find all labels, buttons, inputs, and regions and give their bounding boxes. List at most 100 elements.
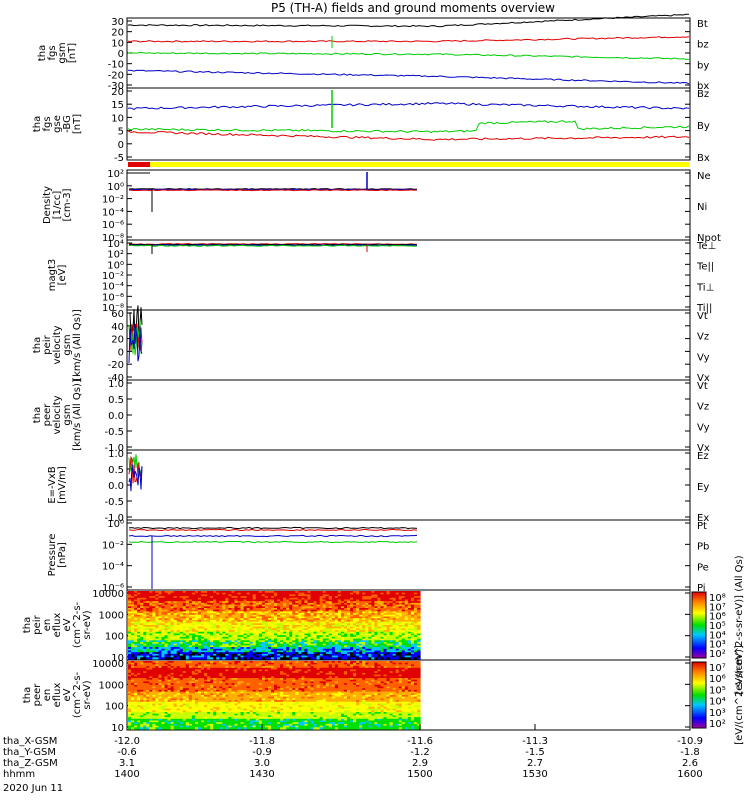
heatmap-cell — [356, 657, 360, 660]
heatmap-cell — [173, 592, 178, 595]
heatmap-cell — [301, 599, 306, 602]
heatmap-cell — [270, 631, 275, 635]
heatmap-cell — [228, 613, 233, 616]
heatmap-cell — [371, 608, 375, 611]
heatmap-cell — [340, 667, 345, 671]
heatmap-cell — [140, 635, 144, 638]
heatmap-cell — [328, 672, 333, 676]
heatmap-cell — [359, 613, 363, 616]
heatmap-cell — [347, 643, 351, 646]
heatmap-cell — [231, 628, 236, 631]
heatmap-cell — [350, 630, 354, 633]
heatmap-cell — [328, 602, 333, 606]
heatmap-cell — [137, 674, 141, 677]
heatmap-cell — [298, 666, 302, 669]
heatmap-cell — [377, 609, 382, 612]
heatmap-cell — [234, 647, 239, 650]
heatmap-cell — [307, 653, 312, 657]
heatmap-cell — [337, 628, 342, 631]
heatmap-cell — [395, 645, 400, 648]
heatmap-cell — [301, 613, 306, 616]
heatmap-cell — [143, 599, 147, 602]
heatmap-cell — [170, 669, 175, 672]
heatmap-cell — [301, 596, 306, 599]
heatmap-cell — [277, 653, 281, 657]
heatmap-cell — [292, 628, 296, 631]
heatmap-cell — [322, 596, 327, 599]
heatmap-cell — [155, 662, 160, 665]
heatmap-cell — [249, 667, 254, 671]
heatmap-cell — [170, 631, 175, 635]
heatmap-cell — [328, 674, 333, 677]
heatmap-cell — [219, 618, 223, 621]
heatmap-cell — [356, 647, 360, 650]
heatmap-cell — [380, 643, 385, 646]
heatmap-cell — [222, 599, 226, 602]
heatmap-cell — [322, 625, 327, 628]
heatmap-cell — [194, 616, 199, 619]
heatmap-cell — [316, 630, 321, 633]
y-tick-label: 10⁻² — [102, 271, 124, 282]
heatmap-cell — [325, 667, 330, 671]
heatmap-cell — [219, 631, 223, 635]
heatmap-cell — [252, 643, 257, 646]
heatmap-cell — [161, 653, 166, 657]
heatmap-cell — [307, 626, 312, 629]
heatmap-cell — [164, 618, 169, 621]
heatmap-cell — [243, 606, 248, 609]
heatmap-cell — [158, 661, 163, 664]
heatmap-cell — [380, 666, 385, 669]
heatmap-cell — [301, 662, 306, 665]
heatmap-cell — [185, 640, 190, 643]
heatmap-cell — [194, 630, 199, 633]
heatmap-cell — [304, 601, 309, 604]
heatmap-cell — [270, 594, 275, 597]
heatmap-cell — [152, 611, 156, 614]
heatmap-cell — [179, 611, 184, 614]
heatmap-cell — [343, 596, 348, 599]
heatmap-cell — [164, 650, 169, 653]
heatmap-cell — [197, 667, 202, 671]
heatmap-cell — [213, 666, 217, 669]
heatmap-cell — [185, 633, 190, 636]
heatmap-cell — [149, 618, 153, 621]
heatmap-cell — [368, 592, 372, 595]
heatmap-cell — [140, 662, 144, 665]
heatmap-cell — [201, 635, 205, 638]
heatmap-cell — [356, 604, 360, 607]
heatmap-cell — [316, 609, 321, 612]
heatmap-cell — [362, 609, 366, 612]
heatmap-cell — [140, 640, 144, 643]
heatmap-cell — [167, 596, 172, 599]
heatmap-cell — [231, 652, 236, 655]
heatmap-cell — [410, 657, 415, 660]
heatmap-cell — [201, 618, 205, 621]
heatmap-cell — [167, 650, 172, 653]
y-tick-label: 10⁰ — [107, 182, 124, 193]
legend-by: by — [697, 60, 709, 71]
heatmap-cell — [228, 653, 233, 657]
heatmap-cell — [231, 669, 236, 672]
heatmap-cell — [292, 592, 296, 595]
heatmap-cell — [280, 674, 284, 677]
heatmap-cell — [383, 642, 388, 645]
heatmap-cell — [134, 596, 138, 599]
heatmap-cell — [191, 647, 196, 650]
heatmap-cell — [252, 611, 257, 614]
heatmap-cell — [362, 640, 366, 643]
heatmap-cell — [325, 604, 330, 607]
heatmap-cell — [234, 648, 239, 652]
heatmap-cell — [368, 648, 372, 652]
heatmap-cell — [280, 671, 284, 674]
heatmap-cell — [401, 616, 406, 619]
heatmap-cell — [258, 611, 263, 614]
heatmap-cell — [416, 597, 421, 601]
heatmap-cell — [197, 636, 202, 640]
heatmap-cell — [362, 662, 366, 665]
heatmap-cell — [270, 638, 275, 641]
heatmap-cell — [277, 669, 281, 672]
heatmap-cell — [407, 608, 412, 611]
heatmap-cell — [131, 623, 135, 626]
heatmap-cell — [237, 652, 242, 655]
heatmap-cell — [383, 614, 388, 618]
